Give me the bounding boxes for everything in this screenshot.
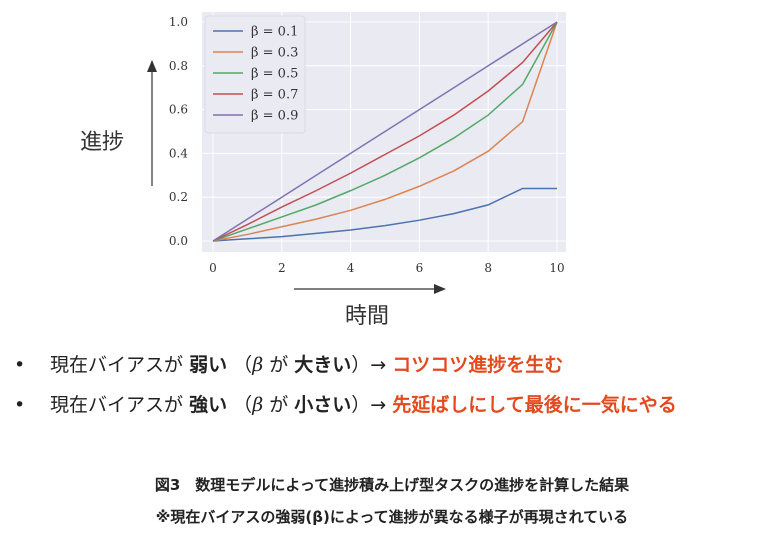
bullet-beta: β [252,394,264,416]
legend-label: β = 0.3 [251,46,298,61]
x-tick-label: 8 [484,261,492,275]
series-lines [212,21,558,242]
bullet-prefix: 現在バイアスが [50,394,184,416]
y-tick-label: 0.2 [169,190,188,204]
bullet-ga: が [269,394,289,416]
legend-label: β = 0.9 [251,109,298,124]
bullet-paren-open: （ [233,394,253,416]
bullet-item-2: • 現在バイアスが 強い （β が 小さい）→ 先延ばしにして最後に一気にやる [14,390,677,417]
bullet-paren-close: ）→ [351,394,387,416]
x-tick-label: 10 [549,261,564,275]
x-axis-label: 時間 [345,304,390,329]
bullet-strength: 弱い [189,354,228,376]
bullet-result: コツコツ進捗を生む [392,354,564,376]
x-tick-label: 0 [209,261,217,275]
bullet-adjective: 大きい [294,354,352,376]
y-axis-label: 進捗 [80,130,125,155]
figure-caption: 図3 数理モデルによって進捗積み上げ型タスクの進捗を計算した結果 [154,476,630,494]
legend-label: β = 0.7 [251,88,298,103]
bullet-result: 先延ばしにして最後に一気にやる [392,394,677,416]
bullet-prefix: 現在バイアスが [50,354,184,376]
legend-box [204,15,306,134]
bullet-dot: • [14,354,26,376]
y-arrow-head-icon [147,60,157,72]
y-tick-label: 0.8 [169,59,188,73]
bullet-beta: β [252,354,264,376]
series-line-1 [212,187,557,242]
x-tick-labels: 0 2 4 6 8 10 [209,261,564,275]
bullet-strength: 強い [189,394,228,416]
y-tick-label: 0.0 [169,234,188,248]
bullet-paren-open: （ [233,354,253,376]
legend-label: β = 0.5 [251,67,298,82]
series-line-5 [212,21,558,242]
series-line-4 [212,21,558,242]
legend: β = 0.1 β = 0.3 β = 0.5 β = 0.7 β = 0.9 [204,15,306,134]
bullet-paren-close: ）→ [351,354,387,376]
bullet-dot: • [14,394,26,416]
series-line-3 [212,21,558,242]
y-tick-label: 1.0 [169,15,188,29]
series-line-2 [212,21,558,242]
legend-label: β = 0.1 [251,25,298,40]
y-tick-labels: 0.0 0.2 0.4 0.6 0.8 1.0 [169,15,188,248]
bullet-adjective: 小さい [294,394,352,416]
progress-chart: 0 2 4 6 8 10 0.00.20.40.60.81.0 β = 0.1β = 0.… [147,12,566,294]
x-tick-label: 2 [278,261,286,275]
x-tick-label: 4 [347,261,355,275]
bullet-ga: が [269,354,289,376]
y-tick-label: 0.6 [169,103,188,117]
bullet-item-1: • 現在バイアスが 弱い （β が 大きい）→ コツコツ進捗を生む [14,350,563,377]
y-tick-label: 0.4 [169,146,188,160]
x-arrow-head-icon [434,284,446,294]
x-tick-label: 6 [416,261,424,275]
figure-note: ※現在バイアスの強弱(β)によって進捗が異なる様子が再現されている [155,508,629,526]
